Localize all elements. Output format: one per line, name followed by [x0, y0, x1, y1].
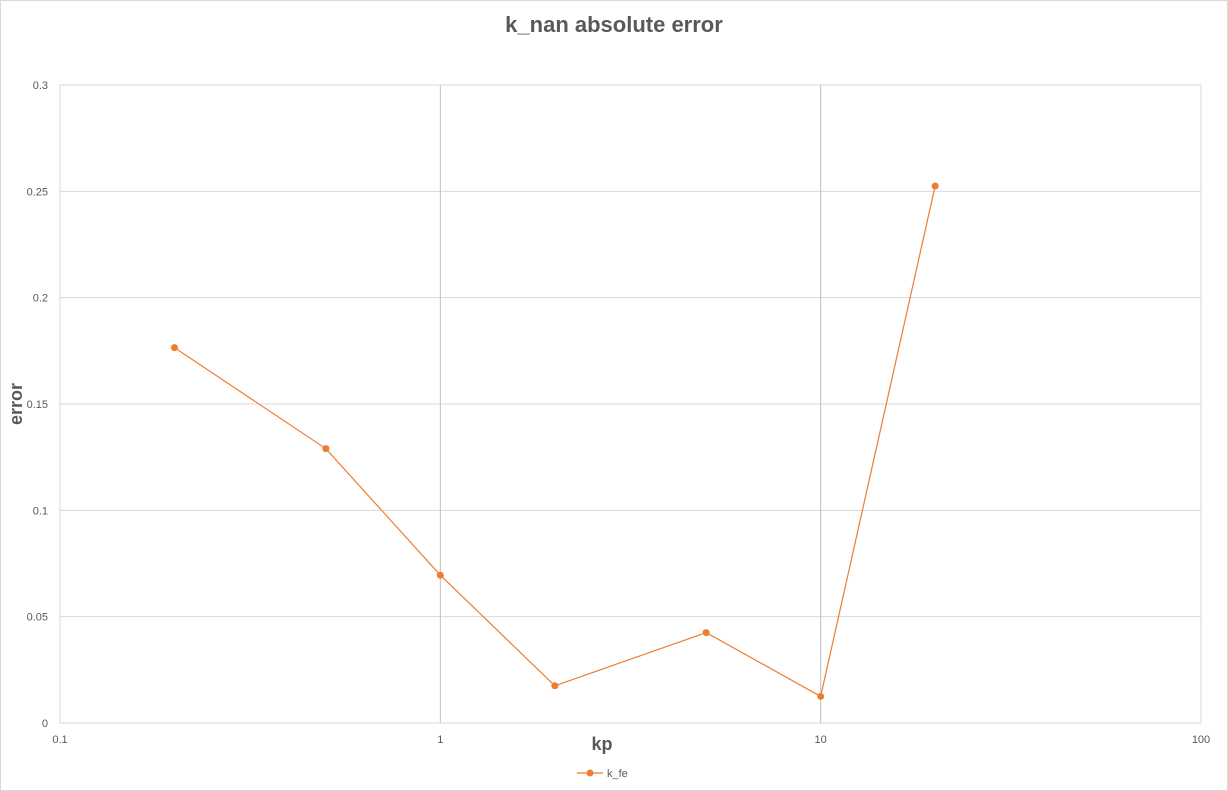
y-tick-label: 0.3 — [33, 80, 48, 92]
y-axis-title: error — [6, 383, 26, 425]
y-tick-label: 0.2 — [33, 293, 48, 305]
x-axis-title: kp — [591, 734, 612, 754]
data-point — [551, 682, 559, 690]
data-point — [322, 445, 330, 453]
data-point — [931, 182, 939, 190]
data-point — [170, 344, 178, 352]
y-tick-label: 0.1 — [33, 505, 48, 517]
data-point — [436, 571, 444, 579]
chart-title: k_nan absolute error — [505, 12, 723, 37]
y-tick-label: 0.25 — [27, 186, 48, 198]
x-tick-label: 1 — [437, 734, 443, 746]
x-tick-label: 0.1 — [52, 734, 67, 746]
x-tick-label: 10 — [815, 734, 827, 746]
y-tick-label: 0 — [42, 718, 48, 730]
y-tick-label: 0.05 — [27, 612, 48, 624]
legend: k_fe — [577, 768, 628, 780]
data-point — [702, 629, 710, 637]
data-point — [817, 692, 825, 700]
legend-label: k_fe — [607, 768, 628, 780]
legend-marker — [586, 769, 594, 777]
y-tick-label: 0.15 — [27, 399, 48, 411]
x-tick-label: 100 — [1192, 734, 1210, 746]
